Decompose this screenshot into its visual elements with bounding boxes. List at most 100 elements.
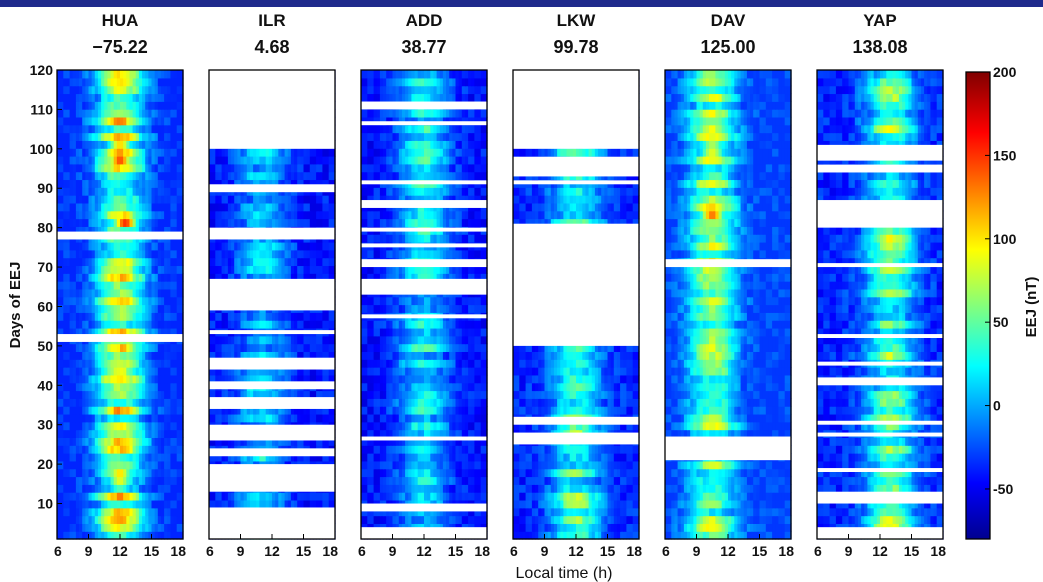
heat-cell bbox=[91, 124, 96, 134]
heat-cell bbox=[176, 531, 181, 540]
heat-cell bbox=[57, 320, 61, 329]
heat-cell bbox=[160, 163, 165, 173]
heat-cell bbox=[132, 531, 137, 540]
heat-cell bbox=[94, 523, 99, 532]
heat-cell bbox=[142, 77, 146, 87]
heat-cell bbox=[132, 109, 137, 118]
heat-cell bbox=[164, 179, 168, 188]
heat-cell bbox=[82, 281, 86, 290]
heat-cell bbox=[132, 398, 137, 407]
heat-cell bbox=[145, 507, 149, 517]
heat-cell bbox=[60, 195, 64, 204]
heat-cell bbox=[120, 445, 124, 454]
heat-cell bbox=[79, 327, 83, 337]
heat-cell bbox=[107, 460, 112, 470]
heat-cell bbox=[72, 468, 77, 478]
heat-cell bbox=[116, 179, 121, 188]
heat-cell bbox=[69, 351, 74, 360]
heat-cell bbox=[91, 413, 96, 423]
heat-cell bbox=[157, 445, 162, 454]
heat-cell bbox=[123, 116, 127, 126]
heat-cell bbox=[142, 273, 146, 282]
heat-cell bbox=[173, 288, 178, 298]
heat-cell bbox=[154, 437, 159, 446]
heat-cell bbox=[88, 374, 93, 384]
heat-cell bbox=[82, 445, 86, 454]
heat-cell bbox=[123, 296, 127, 306]
heat-cell bbox=[157, 288, 162, 298]
heat-cell bbox=[173, 468, 178, 478]
heat-cell bbox=[79, 155, 83, 165]
heat-cell bbox=[110, 515, 115, 524]
heat-cell bbox=[170, 148, 175, 157]
heat-cell bbox=[173, 304, 178, 313]
heat-cell bbox=[57, 398, 61, 407]
heat-cell bbox=[120, 476, 124, 485]
heat-cell bbox=[126, 367, 131, 376]
heat-cell bbox=[116, 421, 121, 431]
heat-cell bbox=[94, 124, 99, 134]
data-gap bbox=[209, 397, 335, 409]
heat-cell bbox=[60, 281, 64, 290]
heat-cell bbox=[148, 288, 153, 298]
heat-cell bbox=[110, 281, 115, 290]
heat-cell bbox=[107, 163, 112, 173]
heat-cell bbox=[145, 195, 149, 204]
heat-cell bbox=[66, 226, 71, 235]
heat-cell bbox=[145, 109, 149, 118]
heat-cell bbox=[148, 226, 153, 235]
heat-cell bbox=[157, 249, 162, 259]
heat-cell bbox=[148, 413, 153, 423]
heat-cell bbox=[82, 499, 86, 509]
data-gap bbox=[209, 381, 335, 390]
heat-cell bbox=[66, 460, 71, 470]
heat-cell bbox=[79, 523, 83, 532]
heat-cell bbox=[148, 116, 153, 126]
heat-cell bbox=[107, 507, 112, 517]
heat-cell bbox=[138, 413, 143, 423]
heat-cell bbox=[85, 359, 90, 368]
heat-cell bbox=[132, 343, 137, 352]
heat-cell bbox=[132, 288, 137, 298]
heat-cell bbox=[154, 320, 159, 329]
heat-cell bbox=[148, 453, 153, 462]
heat-cell bbox=[167, 437, 171, 446]
heat-cell bbox=[170, 93, 175, 102]
heat-cell bbox=[113, 296, 118, 306]
heat-cell bbox=[167, 476, 171, 485]
heat-cell bbox=[164, 374, 168, 384]
heat-cell bbox=[107, 265, 112, 274]
heat-cell bbox=[142, 445, 146, 454]
heat-cell bbox=[97, 398, 102, 407]
heat-cell bbox=[145, 484, 149, 493]
heat-cell bbox=[85, 499, 90, 509]
heat-cell bbox=[82, 398, 86, 407]
heat-cell bbox=[101, 70, 105, 79]
heat-cell bbox=[88, 155, 93, 165]
heat-cell bbox=[126, 187, 131, 196]
heat-cell bbox=[170, 515, 175, 524]
heat-cell bbox=[116, 312, 121, 321]
heat-cell bbox=[94, 93, 99, 102]
heat-cell bbox=[107, 406, 112, 415]
heat-cell bbox=[126, 523, 131, 532]
heat-cell bbox=[164, 445, 168, 454]
heat-cell bbox=[138, 202, 143, 212]
heat-cell bbox=[60, 523, 64, 532]
heat-cell bbox=[142, 265, 146, 274]
heat-cell bbox=[135, 445, 140, 454]
heat-cell bbox=[157, 148, 162, 157]
heat-cell bbox=[151, 218, 156, 227]
heat-cell bbox=[154, 374, 159, 384]
heat-cell bbox=[101, 163, 105, 173]
heat-cell bbox=[120, 288, 124, 298]
heat-cell bbox=[79, 296, 83, 306]
heat-cell bbox=[145, 132, 149, 141]
heat-cell bbox=[129, 484, 134, 493]
heat-cell bbox=[57, 101, 61, 110]
heat-cell bbox=[72, 312, 77, 321]
heat-cell bbox=[173, 296, 178, 306]
heat-cell bbox=[57, 155, 61, 165]
heat-cell bbox=[148, 351, 153, 360]
heat-cell bbox=[132, 359, 137, 368]
